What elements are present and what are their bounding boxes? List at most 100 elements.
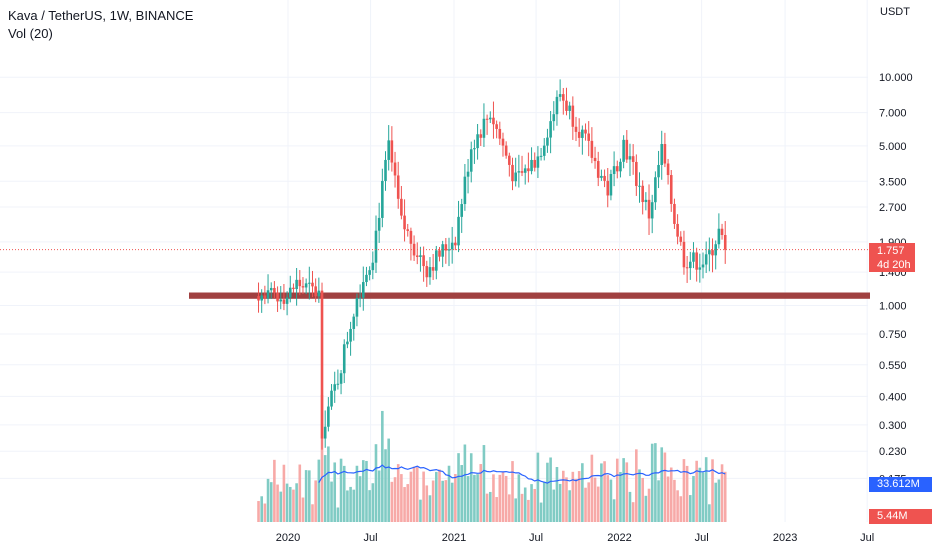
volume-bar <box>447 465 451 522</box>
volume-bar <box>708 504 711 522</box>
candle-body <box>441 244 444 257</box>
volume-bar <box>546 462 549 522</box>
candle-body <box>463 176 467 205</box>
volume-bar <box>298 464 302 522</box>
volume-bar <box>358 476 362 522</box>
volume-bar <box>333 462 337 522</box>
volume-bar <box>482 445 486 522</box>
candle-body <box>504 145 508 156</box>
candle-body <box>422 255 425 267</box>
candle-body <box>698 267 702 270</box>
volume-bar <box>692 476 695 522</box>
volume-bar <box>450 482 454 522</box>
volume-bar <box>355 465 359 522</box>
volume-bar <box>346 490 349 522</box>
price-tick-label: 0.400 <box>879 391 907 403</box>
volume-bar <box>609 479 613 522</box>
volume-bar <box>669 467 673 522</box>
candle-body <box>558 94 562 97</box>
volume-bar <box>660 447 664 522</box>
volume-bar <box>403 487 406 522</box>
volume-bar <box>571 471 575 522</box>
support-zone-rect[interactable] <box>189 292 870 299</box>
candle-body <box>638 185 641 187</box>
candle-body <box>320 290 324 439</box>
candle-body <box>590 140 594 158</box>
volume-bar <box>606 475 610 522</box>
volume-bar <box>323 455 327 522</box>
volume-bar <box>390 481 394 522</box>
candle-body <box>679 236 683 242</box>
volume-bar <box>711 459 714 522</box>
candle-body <box>361 282 365 298</box>
candle-body <box>479 134 483 138</box>
volume-bar <box>714 482 717 522</box>
volume-bar <box>409 471 413 522</box>
candle-body <box>279 299 283 302</box>
candle-body <box>333 384 337 391</box>
volume-bar <box>498 474 502 522</box>
candle-body <box>603 175 606 181</box>
candle-body <box>615 166 619 172</box>
volume-bar <box>568 490 571 522</box>
candle-body <box>644 199 648 203</box>
candle-body <box>396 175 400 199</box>
volume-bar <box>365 460 368 522</box>
volume-bar <box>622 458 625 522</box>
price-tick-label: 10.000 <box>879 72 913 84</box>
volume-ma-badge: 33.612M <box>869 477 932 492</box>
candle-body <box>460 204 464 217</box>
time-tick-label: Jul <box>364 532 378 544</box>
candle-body <box>533 159 537 168</box>
volume-bar <box>549 457 552 522</box>
candle-body <box>346 341 349 345</box>
volume-indicator-label[interactable]: Vol (20) <box>8 26 53 41</box>
candle-body <box>527 168 530 172</box>
candle-body <box>723 235 727 250</box>
candle-body <box>717 228 721 245</box>
candle-body <box>339 373 343 384</box>
volume-bar <box>396 464 400 522</box>
candle-body <box>428 267 432 278</box>
candle-body <box>622 139 625 162</box>
volume-bar <box>308 470 311 522</box>
volume-bar <box>435 471 438 522</box>
volume-bar <box>555 467 559 522</box>
candle-body <box>292 287 295 290</box>
candle-body <box>466 171 470 177</box>
volume-bar <box>454 473 457 522</box>
candle-body <box>714 244 717 256</box>
last-price-value: 1.757 <box>877 244 905 257</box>
volume-bar <box>422 471 425 522</box>
volume-bar <box>304 470 308 522</box>
volume-bar <box>285 483 289 522</box>
volume-bar <box>685 465 689 522</box>
candle-body <box>400 198 403 216</box>
price-axis-unit[interactable]: USDT <box>880 6 910 18</box>
candle-body <box>288 287 292 298</box>
candle-body <box>647 199 651 219</box>
candle-body <box>631 156 635 162</box>
volume-bar <box>415 467 419 522</box>
volume-bar <box>393 477 397 522</box>
candle-body <box>368 270 371 275</box>
volume-bar <box>400 474 403 522</box>
volume-bar <box>641 477 644 522</box>
symbol-title[interactable]: Kava / TetherUS, 1W, BINANCE <box>8 8 194 23</box>
volume-bar <box>504 475 508 522</box>
volume-bar <box>339 458 343 522</box>
candle-body <box>295 279 298 290</box>
volume-bar <box>581 463 584 522</box>
candle-body <box>330 390 333 407</box>
candle-body <box>492 117 495 125</box>
volume-bar <box>460 465 464 522</box>
candle-body <box>365 274 368 283</box>
candle-body <box>384 159 387 181</box>
candle-body <box>596 161 600 178</box>
volume-bar <box>600 463 603 522</box>
candle-body <box>549 121 552 138</box>
candle-body <box>317 290 321 297</box>
volume-bar <box>587 482 591 522</box>
candle-body <box>695 252 698 270</box>
